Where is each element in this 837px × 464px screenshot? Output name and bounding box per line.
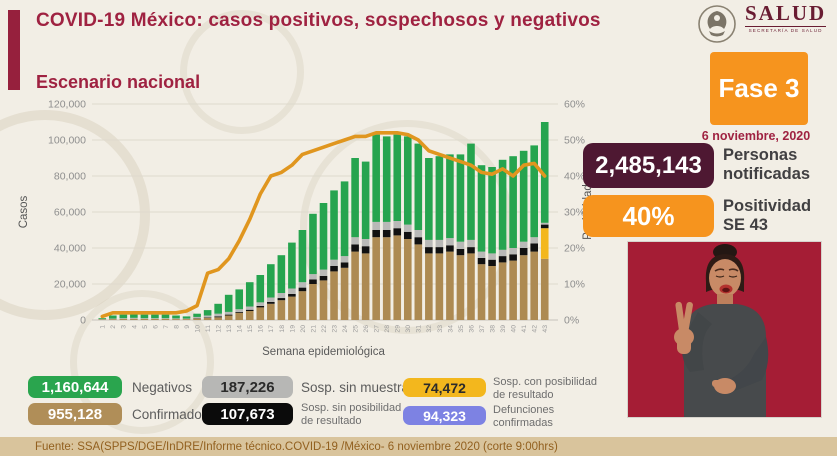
- bottom-strip: [0, 456, 837, 464]
- svg-text:24: 24: [342, 325, 349, 333]
- svg-text:20%: 20%: [564, 243, 585, 255]
- svg-text:22: 22: [321, 325, 328, 333]
- legend-sosp-con-posibilidad-value: 74,472: [403, 378, 486, 397]
- svg-text:30: 30: [405, 325, 412, 333]
- svg-text:20: 20: [300, 325, 307, 333]
- svg-text:60%: 60%: [564, 99, 585, 111]
- legend-sosp-con-posibilidad-label: Sosp. con posibilidad de resultado: [493, 376, 597, 401]
- svg-text:120,000: 120,000: [48, 99, 86, 111]
- svg-text:0: 0: [80, 315, 86, 327]
- svg-text:41: 41: [521, 325, 528, 333]
- svg-text:Semana epidemiológica: Semana epidemiológica: [262, 346, 385, 358]
- svg-text:40%: 40%: [564, 171, 585, 183]
- svg-text:31: 31: [416, 325, 423, 333]
- svg-text:33: 33: [437, 325, 444, 333]
- legend-confirmados-value: 955,128: [28, 403, 122, 425]
- svg-text:10: 10: [194, 325, 201, 333]
- svg-text:15: 15: [247, 325, 254, 333]
- eagle-icon: [695, 3, 739, 50]
- phase-badge: Fase 3: [710, 52, 808, 125]
- svg-text:39: 39: [500, 325, 507, 333]
- svg-text:16: 16: [258, 325, 265, 333]
- interpreter-figure: [674, 244, 769, 417]
- notified-count-badge: 2,485,143: [583, 143, 714, 188]
- positivity-badge: 40%: [583, 195, 714, 237]
- watermark-swirl: [180, 10, 304, 134]
- svg-text:21: 21: [310, 325, 317, 333]
- salud-wordmark: SALUD SECRETARÍA DE SALUD: [745, 1, 827, 33]
- svg-text:38: 38: [489, 325, 496, 333]
- svg-text:32: 32: [426, 325, 433, 333]
- legend-negativos-label: Negativos: [132, 380, 193, 395]
- svg-text:0%: 0%: [564, 315, 579, 327]
- svg-text:28: 28: [384, 325, 391, 333]
- svg-text:6: 6: [152, 325, 159, 329]
- legend-defunciones-label: Defunciones confirmadas: [493, 404, 555, 429]
- national-chart: 0 0% 20,000 10% 40,000 20% 60,000 30% 80,000 40% 1…: [18, 99, 594, 359]
- svg-text:26: 26: [363, 325, 370, 333]
- svg-text:25: 25: [353, 325, 360, 333]
- svg-text:60,000: 60,000: [54, 207, 86, 219]
- svg-text:50%: 50%: [564, 135, 585, 147]
- salud-subtitle: SECRETARÍA DE SALUD: [745, 26, 827, 33]
- svg-text:9: 9: [184, 325, 191, 329]
- svg-text:34: 34: [447, 325, 454, 333]
- svg-text:Casos: Casos: [18, 195, 30, 228]
- report-date: 6 noviembre, 2020: [701, 129, 811, 143]
- page-title: COVID-19 México: casos positivos, sospec…: [36, 10, 601, 31]
- svg-text:14: 14: [237, 325, 244, 333]
- legend-defunciones-value: 94,323: [403, 406, 486, 425]
- svg-text:3: 3: [121, 325, 128, 329]
- positivity-label: Positividad SE 43: [723, 197, 812, 234]
- legend-sosp-sin-muestra-value: 187,226: [202, 376, 293, 398]
- salud-logo: SALUD SECRETARÍA DE SALUD: [695, 1, 827, 50]
- legend-negativos-value: 1,160,644: [28, 376, 122, 398]
- svg-text:80,000: 80,000: [54, 171, 86, 183]
- svg-text:1: 1: [100, 325, 107, 329]
- svg-text:30%: 30%: [564, 207, 585, 219]
- svg-text:29: 29: [395, 325, 402, 333]
- legend-sosp-sin-posibilidad-value: 107,673: [202, 403, 293, 425]
- accent-bar: [8, 10, 20, 90]
- svg-text:40,000: 40,000: [54, 243, 86, 255]
- legend-confirmados-label: Confirmados: [132, 407, 209, 422]
- legend-sosp-sin-muestra-label: Sosp. sin muestra: [301, 380, 410, 395]
- svg-text:7: 7: [163, 325, 170, 329]
- svg-text:13: 13: [226, 325, 233, 333]
- watermark-swirl: [70, 290, 214, 434]
- svg-text:100,000: 100,000: [48, 135, 86, 147]
- svg-text:36: 36: [468, 325, 475, 333]
- svg-text:37: 37: [479, 325, 486, 333]
- svg-text:27: 27: [374, 325, 381, 333]
- svg-text:11: 11: [205, 325, 212, 332]
- svg-text:2: 2: [110, 325, 117, 329]
- svg-text:18: 18: [279, 325, 286, 333]
- svg-text:19: 19: [289, 325, 296, 333]
- svg-text:20,000: 20,000: [54, 279, 86, 291]
- svg-text:42: 42: [532, 325, 539, 333]
- notified-count-label: Personas notificadas: [723, 146, 811, 183]
- source-text: Fuente: SSA(SPPS/DGE/InDRE/Informe técni…: [35, 440, 558, 453]
- svg-text:35: 35: [458, 325, 465, 333]
- svg-text:5: 5: [142, 325, 149, 329]
- sign-language-interpreter-video: [627, 241, 822, 418]
- svg-text:23: 23: [331, 325, 338, 333]
- svg-text:8: 8: [173, 325, 180, 329]
- svg-text:43: 43: [542, 325, 549, 333]
- svg-text:17: 17: [268, 325, 275, 333]
- legend-sosp-sin-posibilidad-label: Sosp. sin posibilidad de resultado: [301, 402, 402, 427]
- section-title: Escenario nacional: [36, 72, 201, 92]
- svg-text:10%: 10%: [564, 279, 585, 291]
- svg-text:12: 12: [216, 325, 223, 333]
- svg-text:40: 40: [511, 325, 518, 333]
- watermark-swirl: [0, 110, 150, 320]
- svg-text:4: 4: [131, 325, 138, 329]
- source-bar: Fuente: SSA(SPPS/DGE/InDRE/Informe técni…: [0, 437, 837, 456]
